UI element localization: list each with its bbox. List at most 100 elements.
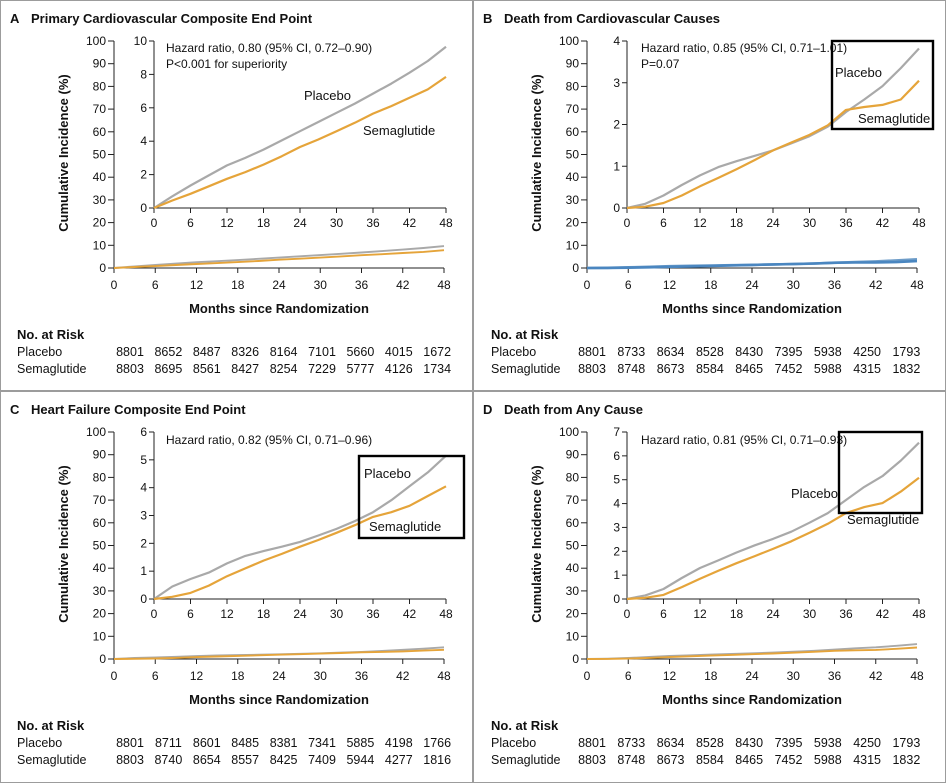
- series-label-placebo: Placebo: [835, 65, 882, 80]
- main-y-tick-label: 30: [566, 193, 580, 207]
- risk-value: 7452: [775, 753, 803, 767]
- risk-value: 1832: [892, 753, 920, 767]
- main-y-tick-label: 0: [99, 652, 106, 666]
- risk-value: 8465: [735, 753, 763, 767]
- main-x-tick-label: 42: [396, 669, 410, 683]
- inset-y-tick-label: 4: [140, 481, 147, 495]
- inset-y-tick-label: 1: [613, 568, 620, 582]
- inset-y-tick-label: 4: [613, 34, 620, 48]
- risk-value: 5660: [346, 345, 374, 359]
- risk-value: 8652: [154, 345, 182, 359]
- main-x-tick-label: 24: [745, 278, 759, 292]
- hazard-ratio-text: P<0.001 for superiority: [166, 57, 287, 71]
- inset-y-tick-label: 4: [613, 497, 620, 511]
- main-x-tick-label: 0: [584, 669, 591, 683]
- main-curve-placebo: [113, 646, 445, 660]
- risk-value: 8803: [116, 753, 144, 767]
- inset-x-tick-label: 18: [730, 216, 744, 230]
- inset-y-tick-label: 0: [140, 201, 147, 215]
- inset-x-tick-label: 24: [293, 216, 307, 230]
- risk-value: 8561: [193, 362, 221, 376]
- risk-value: 8164: [270, 345, 298, 359]
- inset-x-tick-label: 36: [839, 607, 853, 621]
- panel-title: Heart Failure Composite End Point: [31, 402, 246, 417]
- main-y-tick-label: 50: [566, 539, 580, 553]
- panel-b: B Death from Cardiovascular Causes 0 10 20 30…: [473, 0, 946, 391]
- risk-value: 8673: [657, 362, 685, 376]
- x-axis-label: Months since Randomization: [189, 692, 369, 707]
- inset-y-tick-label: 3: [613, 520, 620, 534]
- risk-value: 7341: [308, 736, 336, 750]
- inset-x-tick-label: 42: [876, 607, 890, 621]
- main-x-tick-label: 12: [190, 278, 204, 292]
- main-y-tick-label: 70: [566, 102, 580, 116]
- main-y-tick-label: 60: [93, 516, 107, 530]
- inset-y-tick-label: 1: [140, 564, 147, 578]
- risk-row-label: Semaglutide: [491, 362, 561, 376]
- main-x-tick-label: 30: [787, 278, 801, 292]
- main-x-tick-label: 6: [625, 278, 632, 292]
- y-axis-label: Cumulative Incidence (%): [56, 465, 71, 622]
- main-x-tick-label: 48: [437, 669, 451, 683]
- risk-value: 1766: [423, 736, 451, 750]
- inset-curve-semaglutide: [626, 79, 920, 210]
- main-curve-semaglutide: [113, 648, 445, 660]
- risk-value: 8634: [657, 345, 685, 359]
- hazard-ratio-text: Hazard ratio, 0.80 (95% CI, 0.72–0.90): [166, 41, 372, 55]
- hazard-ratio-text: P=0.07: [641, 57, 680, 71]
- inset-y-tick-label: 6: [613, 449, 620, 463]
- inset-x-tick-label: 48: [439, 216, 453, 230]
- main-x-tick-label: 0: [111, 278, 118, 292]
- main-x-tick-label: 0: [584, 278, 591, 292]
- hazard-ratio-text: Hazard ratio, 0.81 (95% CI, 0.71–0.93): [641, 433, 847, 447]
- km-chart-c: C Heart Failure Composite End Point010203…: [10, 402, 466, 767]
- main-y-tick-label: 30: [93, 584, 107, 598]
- main-curve-semaglutide: [586, 646, 918, 660]
- inset-x-tick-label: 36: [839, 216, 853, 230]
- main-x-tick-label: 42: [869, 278, 883, 292]
- inset-y-tick-label: 3: [613, 76, 620, 90]
- risk-row-label: Semaglutide: [17, 362, 87, 376]
- main-y-tick-label: 10: [566, 238, 580, 252]
- risk-value: 7395: [775, 345, 803, 359]
- risk-value: 1672: [423, 345, 451, 359]
- risk-value: 5885: [346, 736, 374, 750]
- main-y-tick-label: 20: [566, 216, 580, 230]
- main-x-tick-label: 12: [190, 669, 204, 683]
- inset-curve-semaglutide: [626, 476, 920, 601]
- risk-value: 4250: [853, 345, 881, 359]
- hazard-ratio-text: Hazard ratio, 0.85 (95% CI, 0.71–1.01): [641, 41, 847, 55]
- main-x-tick-label: 18: [231, 278, 245, 292]
- main-y-tick-label: 100: [559, 425, 579, 439]
- risk-value: 8425: [270, 753, 298, 767]
- main-x-tick-label: 24: [745, 669, 759, 683]
- risk-row-label: Placebo: [17, 345, 62, 359]
- risk-value: 5938: [814, 736, 842, 750]
- km-chart-b: B Death from Cardiovascular Causes0102030…: [483, 11, 935, 376]
- main-y-tick-label: 40: [566, 561, 580, 575]
- risk-value: 8654: [193, 753, 221, 767]
- y-axis-label: Cumulative Incidence (%): [56, 74, 71, 231]
- inset-y-tick-label: 10: [134, 34, 148, 48]
- main-x-tick-label: 12: [663, 669, 677, 683]
- inset-x-tick-label: 6: [660, 216, 667, 230]
- risk-value: 4015: [385, 345, 413, 359]
- main-y-tick-label: 100: [86, 34, 106, 48]
- risk-value: 4250: [853, 736, 881, 750]
- inset-x-tick-label: 0: [151, 216, 158, 230]
- y-axis-label: Cumulative Incidence (%): [529, 465, 544, 622]
- risk-table-title: No. at Risk: [491, 327, 559, 342]
- main-y-tick-label: 0: [572, 261, 579, 275]
- inset-x-tick-label: 30: [803, 607, 817, 621]
- risk-value: 8733: [617, 736, 645, 750]
- inset-x-tick-label: 0: [624, 607, 631, 621]
- risk-value: 8801: [116, 736, 144, 750]
- inset-x-tick-label: 12: [220, 216, 234, 230]
- risk-value: 5944: [346, 753, 374, 767]
- risk-value: 1734: [423, 362, 451, 376]
- inset-y-tick-label: 4: [140, 134, 147, 148]
- main-x-tick-label: 36: [828, 669, 842, 683]
- series-label-placebo: Placebo: [364, 466, 411, 481]
- inset-x-tick-label: 24: [766, 216, 780, 230]
- main-y-tick-label: 10: [93, 629, 107, 643]
